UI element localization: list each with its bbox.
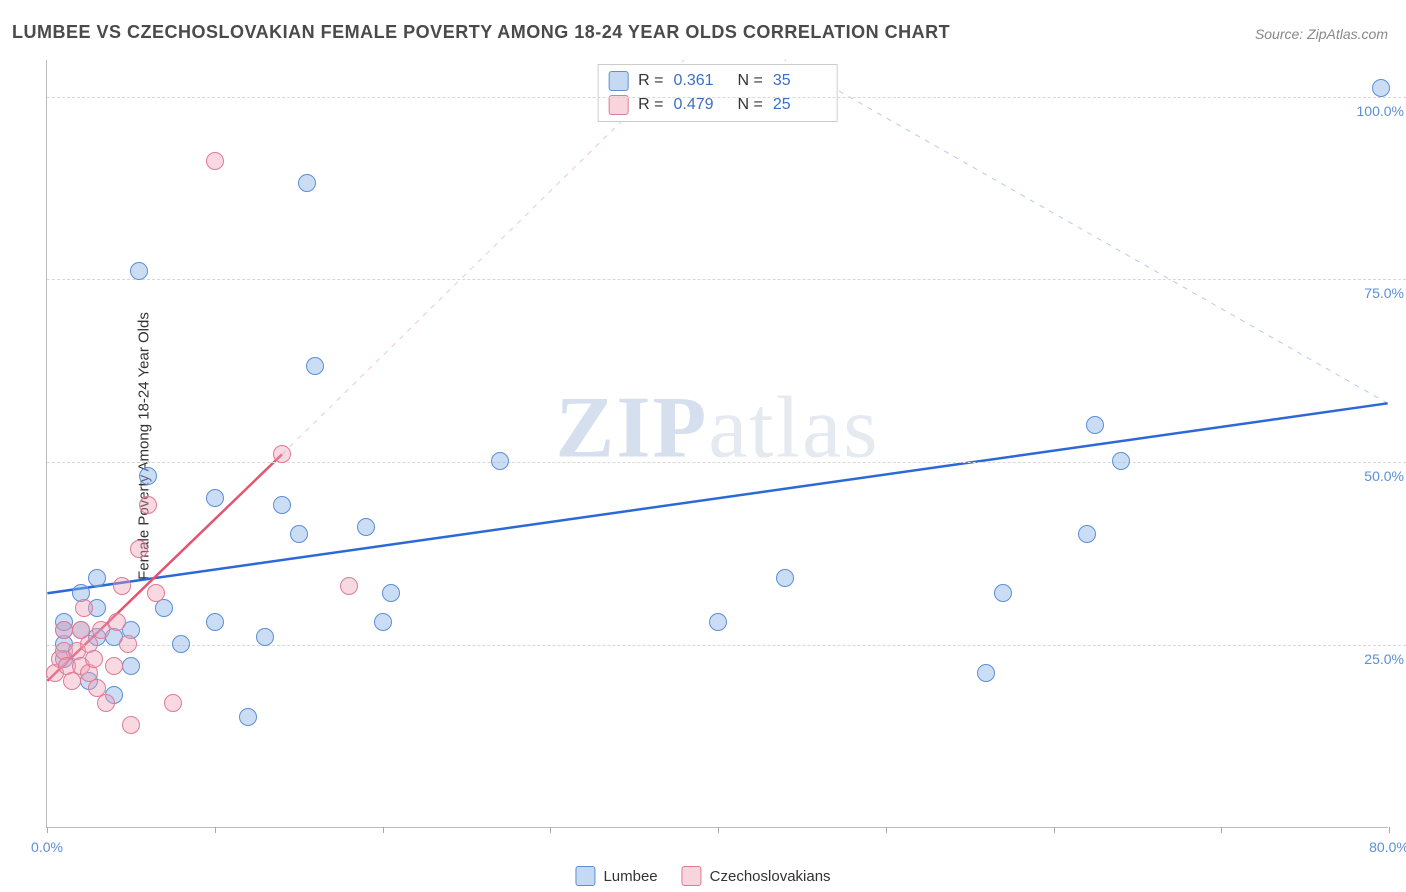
x-tick-label: 0.0%: [31, 839, 63, 855]
scatter-point: [164, 694, 182, 712]
scatter-point: [130, 540, 148, 558]
scatter-point: [108, 613, 126, 631]
legend-label: Czechoslovakians: [710, 868, 831, 885]
scatter-point: [139, 496, 157, 514]
x-tick-mark: [550, 827, 551, 833]
scatter-point: [88, 569, 106, 587]
scatter-point: [709, 613, 727, 631]
scatter-point: [172, 635, 190, 653]
scatter-point: [75, 599, 93, 617]
scatter-point: [122, 716, 140, 734]
gridline-horizontal: [47, 279, 1406, 280]
x-tick-mark: [1221, 827, 1222, 833]
chart-title: LUMBEE VS CZECHOSLOVAKIAN FEMALE POVERTY…: [12, 22, 950, 43]
scatter-point: [273, 496, 291, 514]
plot-area: ZIPatlas R =0.361N =35R =0.479N =25 25.0…: [46, 60, 1388, 828]
scatter-point: [776, 569, 794, 587]
x-tick-label: 80.0%: [1369, 839, 1406, 855]
trend-line-extension: [785, 60, 1388, 403]
scatter-point: [1086, 416, 1104, 434]
trend-line: [47, 403, 1387, 593]
scatter-point: [122, 657, 140, 675]
r-label: R =: [638, 72, 663, 90]
gridline-horizontal: [47, 462, 1406, 463]
scatter-point: [977, 664, 995, 682]
x-tick-mark: [1389, 827, 1390, 833]
x-tick-mark: [215, 827, 216, 833]
r-label: R =: [638, 96, 663, 114]
n-value: 35: [773, 72, 827, 90]
legend-label: Lumbee: [603, 868, 657, 885]
scatter-point: [206, 152, 224, 170]
scatter-point: [491, 452, 509, 470]
source-attribution: Source: ZipAtlas.com: [1255, 26, 1388, 42]
n-label: N =: [738, 72, 763, 90]
scatter-point: [290, 525, 308, 543]
scatter-point: [105, 657, 123, 675]
scatter-point: [206, 489, 224, 507]
r-value: 0.361: [674, 72, 728, 90]
y-tick-label: 25.0%: [1362, 651, 1406, 667]
n-label: N =: [738, 96, 763, 114]
scatter-point: [256, 628, 274, 646]
x-tick-mark: [886, 827, 887, 833]
legend-item: Lumbee: [575, 866, 657, 886]
y-tick-label: 100.0%: [1355, 103, 1406, 119]
y-tick-label: 50.0%: [1362, 468, 1406, 484]
x-tick-mark: [47, 827, 48, 833]
scatter-point: [239, 708, 257, 726]
scatter-point: [97, 694, 115, 712]
chart-container: LUMBEE VS CZECHOSLOVAKIAN FEMALE POVERTY…: [0, 0, 1406, 892]
scatter-point: [298, 174, 316, 192]
scatter-point: [273, 445, 291, 463]
gridline-horizontal: [47, 97, 1406, 98]
legend-swatch-icon: [682, 866, 702, 886]
r-value: 0.479: [674, 96, 728, 114]
legend-swatch-icon: [575, 866, 595, 886]
scatter-point: [206, 613, 224, 631]
scatter-point: [119, 635, 137, 653]
scatter-point: [374, 613, 392, 631]
legend-swatch-icon: [608, 95, 628, 115]
x-tick-mark: [718, 827, 719, 833]
scatter-point: [994, 584, 1012, 602]
scatter-point: [1112, 452, 1130, 470]
scatter-point: [92, 621, 110, 639]
gridline-horizontal: [47, 645, 1406, 646]
scatter-point: [1078, 525, 1096, 543]
stat-row: R = 0.361 N = 35: [608, 69, 827, 93]
scatter-point: [382, 584, 400, 602]
scatter-point: [85, 650, 103, 668]
legend: Lumbee Czechoslovakians: [575, 866, 830, 886]
legend-swatch-icon: [608, 71, 628, 91]
scatter-point: [1372, 79, 1390, 97]
scatter-point: [130, 262, 148, 280]
n-value: 25: [773, 96, 827, 114]
scatter-point: [55, 621, 73, 639]
scatter-point: [139, 467, 157, 485]
scatter-point: [147, 584, 165, 602]
scatter-point: [113, 577, 131, 595]
scatter-point: [306, 357, 324, 375]
correlation-stats-box: R = 0.361 N = 35 R = 0.479 N = 25: [597, 64, 838, 122]
scatter-point: [340, 577, 358, 595]
y-tick-label: 75.0%: [1362, 285, 1406, 301]
x-tick-mark: [383, 827, 384, 833]
x-tick-mark: [1054, 827, 1055, 833]
scatter-point: [357, 518, 375, 536]
legend-item: Czechoslovakians: [682, 866, 831, 886]
